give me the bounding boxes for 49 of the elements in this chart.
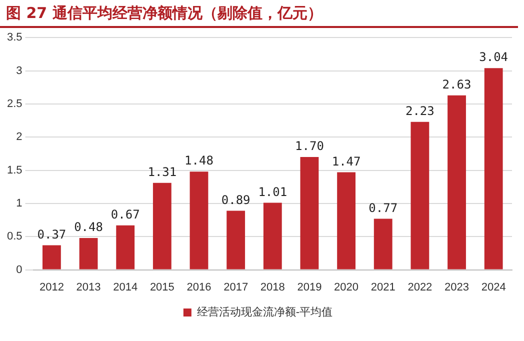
x-tick-label: 2019 (297, 281, 322, 294)
bar (116, 225, 135, 270)
data-label: 3.04 (479, 50, 508, 64)
data-label: 0.37 (37, 227, 66, 242)
x-tick-label: 2016 (186, 281, 212, 294)
bar (448, 95, 466, 270)
bar (190, 172, 208, 270)
y-tick-label: 3 (16, 64, 22, 77)
y-tick-label: 1 (16, 197, 22, 210)
data-label: 2.63 (442, 77, 472, 92)
y-tick-label: 0.5 (6, 230, 22, 243)
data-label: 1.70 (295, 139, 324, 154)
x-tick-label: 2022 (408, 281, 432, 294)
bar (226, 210, 246, 270)
x-tick-label: 2012 (39, 281, 64, 294)
data-label: 1.47 (332, 154, 361, 168)
y-tick-label: 2.5 (6, 98, 22, 110)
data-label: 0.89 (221, 192, 250, 207)
x-tick-label: 2013 (76, 281, 101, 294)
bar (152, 182, 172, 270)
bar (42, 245, 61, 270)
data-label: 1.31 (148, 165, 177, 180)
x-tick-label: 2017 (224, 281, 248, 294)
x-tick-label: 2015 (150, 281, 174, 294)
data-label: 0.67 (110, 207, 140, 222)
y-tick-label: 1.5 (6, 164, 22, 176)
data-label: 0.77 (368, 200, 398, 215)
y-tick-label: 0 (16, 264, 22, 276)
bar (79, 238, 98, 270)
x-tick-label: 2014 (113, 281, 138, 294)
data-label: 1.01 (258, 184, 288, 199)
data-label: 0.48 (74, 220, 103, 234)
bar (263, 202, 282, 270)
data-label: 2.23 (405, 104, 434, 118)
x-tick-label: 2023 (444, 281, 470, 294)
x-tick-label: 2024 (481, 281, 506, 294)
bar (484, 68, 503, 270)
bar (374, 218, 392, 270)
chart-title: 图 27 通信平均经营净额情况（剔除值，亿元） (0, 0, 518, 28)
x-tick-label: 2018 (260, 281, 285, 294)
y-tick-label: 2 (16, 131, 22, 144)
x-tick-label: 2020 (334, 281, 359, 294)
data-label: 1.48 (184, 154, 214, 168)
x-tick-label: 2021 (370, 281, 396, 294)
legend-label: 经营活动现金流净额-平均值 (196, 306, 333, 319)
bar (410, 122, 430, 270)
y-tick-label: 3.5 (6, 32, 22, 44)
bar (337, 172, 356, 270)
bar (300, 157, 319, 270)
